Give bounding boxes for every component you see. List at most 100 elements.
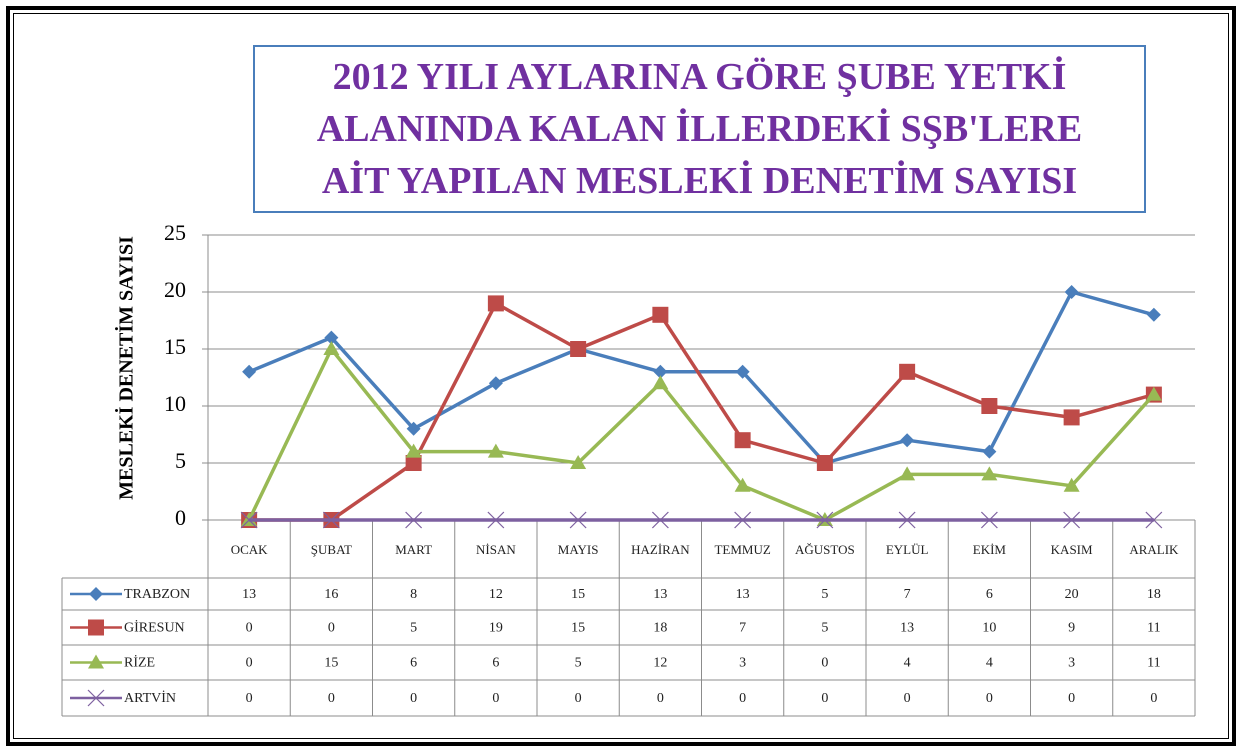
data-point [651,511,669,529]
y-axis-label: MESLEKİ DENETİM SAYISI [114,236,138,500]
category-text: KASIM [1050,542,1093,557]
series-line [247,347,1156,522]
x-tick-label: MART [373,522,455,578]
data-point [1146,307,1161,322]
table-value: 13 [736,587,750,602]
data-point [982,444,997,459]
table-value: 0 [328,621,335,636]
x-tick-label: HAZİRAN [619,522,701,578]
data-point [240,511,258,529]
data-point [405,511,423,529]
y-tick-label: 15 [164,334,186,359]
category-text: ARALIK [1129,542,1179,557]
x-tick-label: OCAK [208,522,290,578]
category-text: OCAK [230,542,268,557]
y-tick-label: 0 [175,505,186,530]
table-value: 0 [575,691,582,706]
category-text: AĞUSTOS [795,542,855,557]
data-point [652,375,669,390]
data-point [980,511,998,529]
category-text: EYLÜL [885,542,929,557]
x-tick-label: TEMMUZ [702,522,784,578]
x-tick-label: KASIM [1031,522,1113,578]
table-value: 5 [821,621,828,636]
legend-label: ARTVİN [124,690,176,706]
table-value: 3 [739,656,746,671]
data-point [488,376,503,391]
data-point [487,511,505,529]
data-point [322,511,340,529]
table-value: 15 [571,621,585,636]
legend-label: TRABZON [124,587,190,602]
data-point [981,466,998,481]
marker-stroke [980,511,998,529]
data-point [242,364,257,379]
table-value: 18 [653,621,667,636]
table-value: 11 [1147,656,1160,671]
table-value: 7 [904,587,911,602]
table-value: 16 [324,587,338,602]
data-point [1063,477,1080,492]
category-text: TEMMUZ [714,542,771,557]
table-value: 6 [986,587,993,602]
data-point [324,330,339,345]
table-value: 6 [410,656,417,671]
data-point [816,511,834,529]
table-value: 0 [1150,691,1157,706]
chart-title: 2012 YILI AYLARINA GÖRE ŞUBE YETKİ ALANI… [253,45,1146,213]
legend-marker [89,587,103,601]
data-point [900,433,915,448]
table-value: 0 [986,691,993,706]
table-value: 4 [904,656,911,671]
legend-marker [88,619,104,636]
marker-stroke [322,511,340,529]
x-tick-label: MAYIS [537,522,619,578]
marker-stroke [240,511,258,529]
table-value: 3 [1068,656,1075,671]
legend-label: RİZE [124,655,155,671]
marker-stroke [816,511,834,529]
x-tick-label: ŞUBAT [290,522,372,578]
data-point [734,511,752,529]
data-point [1063,511,1081,529]
data-point [899,466,916,481]
marker-stroke [651,511,669,529]
marker-stroke [405,511,423,529]
data-point [323,341,340,355]
table-value: 13 [242,587,256,602]
series-line [248,290,1155,465]
data-point [981,398,998,414]
table-value: 19 [489,621,503,636]
x-tick-label: NİSAN [455,522,537,578]
data-point [735,364,750,379]
data-point [898,511,916,529]
category-text: EKİM [972,542,1006,557]
x-tick-label: EYLÜL [866,522,948,578]
table-value: 0 [328,691,335,706]
marker-stroke [1063,511,1081,529]
data-point [1064,285,1079,299]
marker-stroke [569,511,587,529]
table-value: 13 [900,621,914,636]
category-text: NİSAN [476,542,516,557]
table-value: 0 [492,691,499,706]
data-point [1145,511,1163,529]
table-value: 5 [821,587,828,602]
table-value: 0 [821,656,828,671]
table-value: 0 [1068,691,1075,706]
table-value: 7 [739,621,746,636]
table-value: 15 [571,587,585,602]
data-point [1145,386,1162,401]
category-text: MART [395,542,433,557]
data-point [487,443,504,458]
inner-frame [13,13,1229,739]
table-value: 11 [1147,621,1160,636]
y-tick-label: 25 [164,220,186,245]
data-point [570,455,587,469]
marker-stroke [87,689,105,707]
table-value: 0 [739,691,746,706]
table-value: 0 [821,691,828,706]
table-value: 8 [410,587,417,602]
table-value: 20 [1065,587,1079,602]
